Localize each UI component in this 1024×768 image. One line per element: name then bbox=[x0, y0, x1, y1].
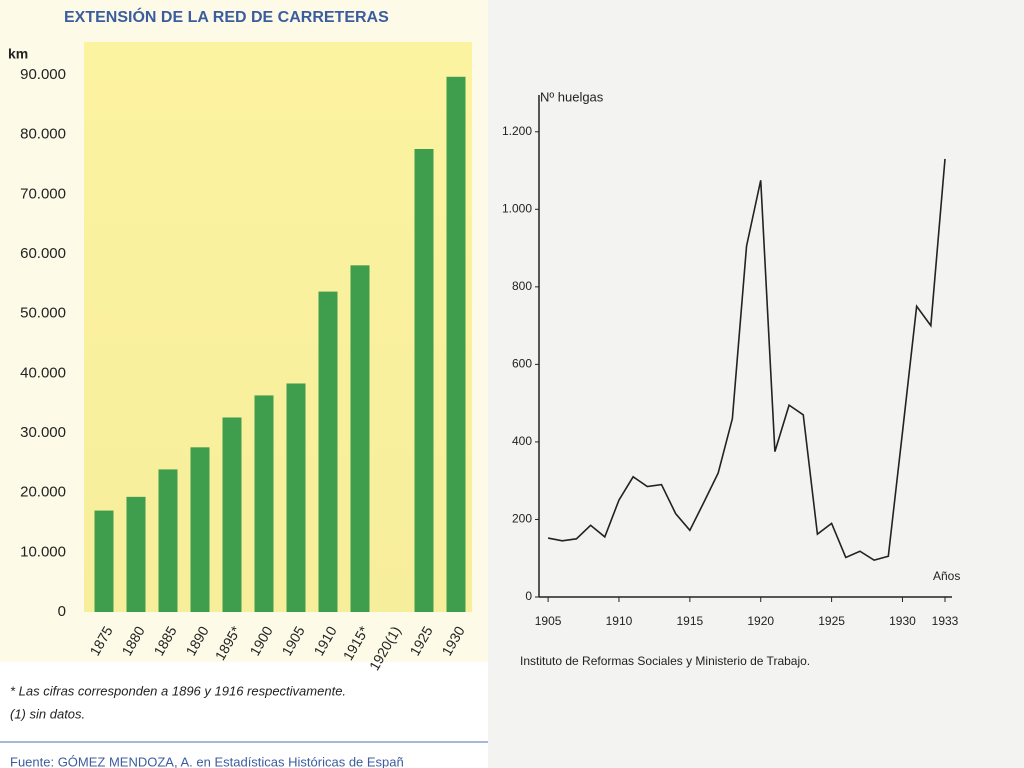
y-tick-label: 600 bbox=[512, 357, 532, 371]
x-axis-label: Años bbox=[933, 569, 960, 583]
bar bbox=[126, 496, 146, 612]
y-tick-label: 0 bbox=[525, 589, 532, 603]
bar bbox=[350, 265, 370, 612]
y-tick-label: 1.000 bbox=[502, 201, 532, 215]
source: Instituto de Reformas Sociales y Ministe… bbox=[520, 654, 810, 668]
right-panel bbox=[488, 0, 1024, 768]
y-tick-label: 40.000 bbox=[20, 364, 66, 381]
line bbox=[547, 158, 946, 562]
x-tick-label: 1930 bbox=[889, 614, 916, 628]
bar bbox=[190, 447, 210, 612]
x-tick-label: 1920 bbox=[747, 614, 774, 628]
chart-title: EXTENSIÓN DE LA RED DE CARRETERAS bbox=[64, 7, 389, 26]
bar bbox=[94, 510, 114, 612]
bar bbox=[254, 395, 274, 612]
x-tick-label: 1905 bbox=[535, 614, 562, 628]
y-tick-label: 50.000 bbox=[20, 305, 66, 322]
plot-bg bbox=[84, 42, 472, 612]
y-tick-label: 10.000 bbox=[20, 543, 66, 560]
y-tick-label: 800 bbox=[512, 279, 532, 293]
y-tick-label: 1.200 bbox=[502, 124, 532, 138]
bar bbox=[222, 417, 242, 612]
y-tick-label: 60.000 bbox=[20, 245, 66, 262]
y-tick-label: 0 bbox=[58, 603, 66, 620]
bar bbox=[158, 469, 178, 612]
x-tick-label: 1925 bbox=[818, 614, 845, 628]
note: (1) sin datos. bbox=[10, 706, 85, 721]
y-axis-label: km bbox=[8, 46, 28, 62]
source: Fuente: GÓMEZ MENDOZA, A. en Estadística… bbox=[10, 754, 404, 768]
x-tick-label: 1910 bbox=[606, 614, 633, 628]
y-tick-label: 80.000 bbox=[20, 126, 66, 143]
x-tick-label: 1933 bbox=[932, 614, 959, 628]
y-axis-label: Nº huelgas bbox=[540, 89, 604, 104]
y-tick-label: 90.000 bbox=[20, 66, 66, 83]
y-tick-label: 200 bbox=[512, 512, 532, 526]
bar bbox=[414, 148, 434, 612]
y-tick-label: 70.000 bbox=[20, 185, 66, 202]
bar bbox=[446, 76, 466, 613]
y-tick-label: 30.000 bbox=[20, 424, 66, 441]
bar bbox=[318, 291, 338, 612]
y-tick-label: 20.000 bbox=[20, 484, 66, 501]
bar bbox=[286, 383, 306, 612]
y-tick-label: 400 bbox=[512, 434, 532, 448]
note: * Las cifras corresponden a 1896 y 1916 … bbox=[10, 683, 346, 698]
x-tick-label: 1915 bbox=[676, 614, 703, 628]
notes-bg bbox=[0, 662, 488, 768]
